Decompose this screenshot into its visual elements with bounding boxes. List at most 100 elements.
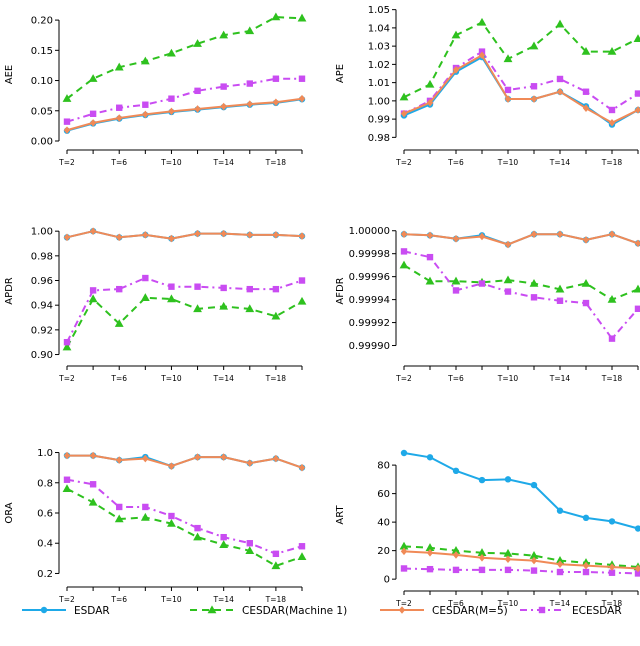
legend-item-cesdar-m-5: CESDAR(M=5): [380, 605, 508, 617]
data-point: [530, 230, 538, 238]
data-point: [298, 232, 306, 240]
data-point: [193, 39, 202, 47]
x-tick-label: T=10: [160, 158, 182, 167]
data-point: [246, 231, 253, 239]
data-point: [425, 543, 435, 551]
data-point: [142, 274, 149, 282]
y-tick-label: 20: [377, 546, 390, 557]
data-point: [399, 260, 409, 269]
x-tick-label: T=18: [601, 374, 623, 383]
panel-ora: 0.2 0.4 0.6 0.8 1.0 ORA T=2 T=6 T=10 T=14 T=18: [4, 448, 307, 604]
data-point: [63, 476, 71, 483]
y-tick-label: 1.00: [31, 227, 53, 238]
data-point: [530, 83, 538, 90]
y-tick-label: 0.8: [37, 478, 53, 489]
legend-item-ecesdar: ECESDAR: [520, 605, 622, 617]
x-tick-label: T=10: [497, 374, 519, 383]
series-ecesdar: [400, 48, 640, 117]
y-tick-label: 0.94: [31, 301, 53, 312]
x-tick-label: T=6: [447, 374, 464, 383]
y-tick-label: 0.15: [31, 46, 53, 57]
series-line: [66, 98, 303, 132]
data-point: [62, 484, 72, 493]
data-point: [140, 293, 150, 301]
data-point: [478, 280, 486, 287]
y-tick-label: 0.98: [31, 251, 53, 262]
data-point: [116, 503, 123, 511]
data-point: [298, 75, 306, 82]
data-point: [194, 105, 201, 113]
data-point: [556, 75, 564, 83]
x-tick-label: T=14: [549, 599, 571, 608]
data-point: [114, 319, 124, 327]
y-tick-label: 60: [377, 489, 390, 500]
y-tick-label: 0.99992: [349, 318, 390, 329]
data-point: [634, 564, 640, 573]
y-tick-label: 0.99994: [349, 295, 390, 306]
legend-marker: [207, 605, 217, 614]
series-line: [66, 16, 303, 100]
data-point: [634, 305, 640, 312]
data-point: [88, 497, 98, 506]
data-point: [478, 566, 486, 574]
x-tick-label: T=2: [58, 158, 75, 167]
data-point: [246, 459, 253, 467]
data-point: [220, 102, 227, 111]
series-line: [66, 97, 303, 132]
data-point: [142, 454, 149, 463]
data-point: [582, 514, 590, 522]
data-point: [555, 284, 565, 293]
data-point: [608, 569, 616, 576]
series-line: [403, 452, 639, 530]
data-point: [271, 561, 281, 570]
data-point: [272, 98, 280, 107]
data-point: [219, 301, 229, 310]
data-point: [503, 54, 513, 63]
data-point: [116, 233, 123, 242]
data-point: [607, 47, 617, 55]
data-point: [272, 75, 280, 82]
data-point: [246, 285, 253, 293]
panel-apdr: 0.90 0.92 0.94 0.96 0.98 1.00 APDR T=2 T=6 T=10 T=…: [4, 227, 307, 383]
series-line: [403, 550, 639, 570]
series-line: [403, 233, 639, 246]
y-tick-label: 0.6: [37, 509, 53, 520]
data-point: [116, 114, 123, 122]
data-point: [608, 518, 616, 525]
series-line: [403, 567, 639, 575]
data-point: [88, 294, 98, 303]
panel-ape: 0.98 0.99 1.00 1.01 1.02 1.03 1.04 1.05 APE T=2 T=…: [335, 5, 640, 167]
data-point: [271, 12, 281, 21]
y-tick-label: 40: [377, 518, 390, 529]
data-point: [220, 229, 227, 238]
x-tick-label: T=6: [447, 158, 464, 167]
data-point: [168, 95, 175, 102]
data-point: [504, 86, 512, 94]
series-line: [67, 454, 303, 469]
data-point: [529, 551, 539, 559]
data-point: [634, 525, 640, 532]
data-point: [220, 83, 227, 90]
x-tick-label: T=2: [395, 599, 412, 608]
data-point: [298, 543, 306, 550]
x-tick-label: T=2: [395, 158, 412, 167]
data-point: [114, 514, 124, 523]
y-tick-label: 0.00: [31, 137, 53, 148]
x-tick-label: T=14: [549, 374, 571, 383]
data-point: [272, 550, 280, 558]
legend-marker: [398, 606, 406, 614]
data-point: [478, 51, 486, 60]
legend-label: CESDAR(Machine 1): [242, 605, 347, 617]
data-point: [246, 100, 253, 108]
series-ecesdar: [63, 75, 306, 125]
data-point: [608, 335, 616, 342]
data-point: [504, 566, 512, 574]
series-line: [403, 50, 639, 115]
x-tick-label: T=14: [212, 158, 234, 167]
data-point: [220, 453, 227, 461]
data-point: [529, 41, 539, 50]
data-point: [298, 277, 306, 284]
data-point: [425, 79, 435, 88]
y-tick-label: 0.96: [31, 276, 53, 287]
